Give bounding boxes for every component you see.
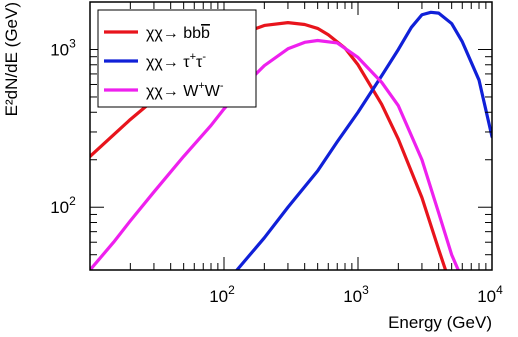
legend-label-main: τ — [183, 54, 190, 71]
x-tick-exponent: 2 — [228, 283, 235, 297]
y-tick-exponent: 2 — [69, 194, 76, 208]
y-tick-base: 10 — [50, 198, 69, 217]
legend-label-sup: + — [198, 80, 204, 92]
y-tick-label: 102 — [50, 194, 76, 217]
legend-label-main: bb — [183, 25, 201, 42]
y-axis-label: E²dN/dE (GeV) — [2, 2, 21, 116]
legend-label-2: χχ→ W+W- — [146, 80, 224, 100]
legend-label-mid: τ — [196, 54, 203, 71]
x-tick-exponent: 4 — [496, 283, 503, 297]
series-line-1 — [235, 10, 492, 270]
plot-frame — [89, 1, 493, 271]
y-tick-label: 103 — [50, 36, 76, 59]
x-tick-label: 104 — [477, 283, 503, 306]
legend-label-prefix: χχ→ — [146, 54, 183, 71]
series-line-2 — [90, 38, 460, 270]
legend-label-sup: + — [190, 51, 196, 63]
legend-label-1: χχ→ τ+τ- — [146, 51, 206, 71]
legend-label-sup: - — [202, 51, 206, 63]
x-tick-base: 10 — [343, 287, 362, 306]
legend-label-prefix: χχ→ — [146, 83, 183, 100]
y-tick-base: 10 — [50, 40, 69, 59]
x-tick-label: 103 — [343, 283, 369, 306]
x-axis-label: Energy (GeV) — [388, 313, 492, 332]
legend-label-overline: b — [201, 25, 210, 42]
legend-label-0: χχ→ bbb — [146, 25, 210, 42]
legend-label-mid: W — [205, 83, 221, 100]
x-tick-base: 10 — [209, 287, 228, 306]
legend-label-prefix: χχ→ — [146, 25, 183, 42]
x-tick-exponent: 3 — [362, 283, 369, 297]
x-tick-label: 102 — [209, 283, 235, 306]
legend-label-sup: - — [220, 80, 224, 92]
y-tick-exponent: 3 — [69, 36, 76, 50]
legend-label-main: W — [183, 83, 199, 100]
x-tick-base: 10 — [477, 287, 496, 306]
